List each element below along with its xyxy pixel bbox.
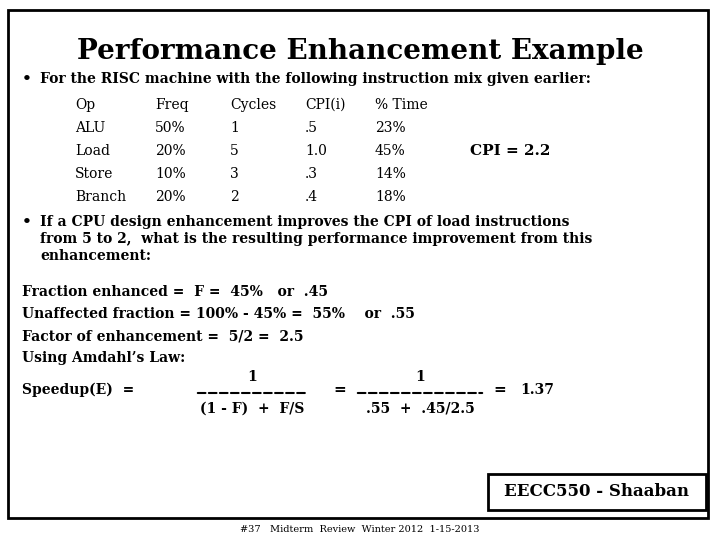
Text: =: = [494,383,506,397]
Text: Branch: Branch [75,190,126,204]
Text: .3: .3 [305,167,318,181]
Text: 18%: 18% [375,190,406,204]
Text: 50%: 50% [155,121,186,135]
Text: Fraction enhanced =  F =  45%   or  .45: Fraction enhanced = F = 45% or .45 [22,285,328,299]
Text: 2: 2 [230,190,239,204]
Text: Using Amdahl’s Law:: Using Amdahl’s Law: [22,351,185,365]
Text: .4: .4 [305,190,318,204]
Text: Unaffected fraction = 100% - 45% =  55%    or  .55: Unaffected fraction = 100% - 45% = 55% o… [22,307,415,321]
Text: 1.0: 1.0 [305,144,327,158]
Text: % Time: % Time [375,98,428,112]
Text: 23%: 23% [375,121,405,135]
Text: 20%: 20% [155,144,186,158]
FancyBboxPatch shape [8,10,708,518]
Text: 10%: 10% [155,167,186,181]
Text: For the RISC machine with the following instruction mix given earlier:: For the RISC machine with the following … [40,72,591,86]
Text: 3: 3 [230,167,239,181]
Text: Cycles: Cycles [230,98,276,112]
Text: •: • [22,72,32,86]
Text: CPI(i): CPI(i) [305,98,346,112]
Text: from 5 to 2,  what is the resulting performance improvement from this: from 5 to 2, what is the resulting perfo… [40,232,593,246]
Text: .55  +  .45/2.5: .55 + .45/2.5 [366,402,474,416]
Text: #37   Midterm  Review  Winter 2012  1-15-2013: #37 Midterm Review Winter 2012 1-15-2013 [240,524,480,534]
Text: Store: Store [75,167,113,181]
Text: 1: 1 [230,121,239,135]
Text: 1.37: 1.37 [520,383,554,397]
Text: Freq: Freq [155,98,189,112]
Text: •: • [22,215,32,229]
Text: 5: 5 [230,144,239,158]
Text: Op: Op [75,98,95,112]
Text: Speedup(E)  =: Speedup(E) = [22,383,134,397]
Text: If a CPU design enhancement improves the CPI of load instructions: If a CPU design enhancement improves the… [40,215,570,229]
Text: ALU: ALU [75,121,105,135]
Text: =: = [333,383,346,397]
Text: 1: 1 [415,370,425,384]
Text: CPI = 2.2: CPI = 2.2 [470,144,550,158]
Text: Factor of enhancement =  5/2 =  2.5: Factor of enhancement = 5/2 = 2.5 [22,329,304,343]
Text: 1: 1 [247,370,257,384]
FancyBboxPatch shape [488,474,706,510]
Text: Performance Enhancement Example: Performance Enhancement Example [76,38,644,65]
Text: (1 - F)  +  F/S: (1 - F) + F/S [200,402,304,416]
Text: 45%: 45% [375,144,406,158]
Text: enhancement:: enhancement: [40,249,151,263]
Text: EECC550 - Shaaban: EECC550 - Shaaban [505,483,690,501]
Text: Load: Load [75,144,110,158]
Text: 20%: 20% [155,190,186,204]
Text: .5: .5 [305,121,318,135]
Text: 14%: 14% [375,167,406,181]
